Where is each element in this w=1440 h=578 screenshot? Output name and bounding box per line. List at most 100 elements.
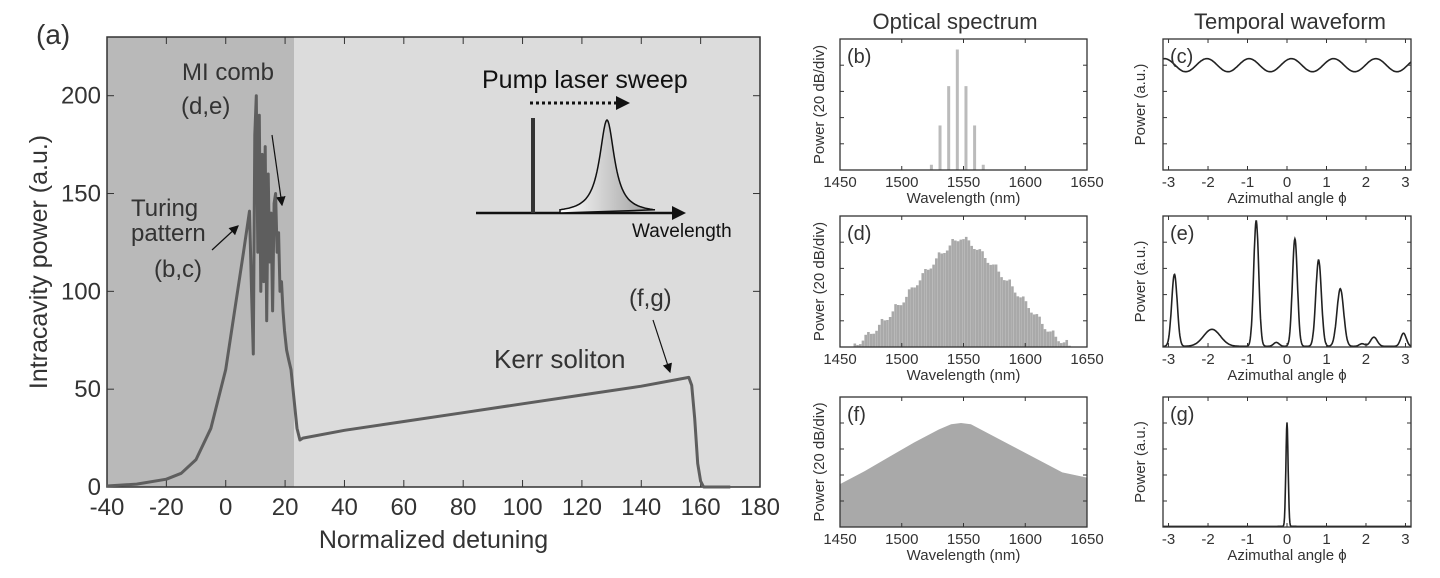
y-tick-label: 200 [61,83,101,110]
soliton-arrow [652,319,672,374]
right-panels: 1450 1500 1550 1600 1650 Wavelength (nm) Power… [811,38,1412,564]
panel-g: -3 -2 -1 0 1 2 3 Azimuthal angle ϕ Power (a.u.) (… [1132,396,1412,564]
mi-comb-arrow [271,134,286,207]
x-tick-label: 0 [219,494,232,521]
plot-background [840,39,1087,170]
x-tick-label: 0 [1283,531,1291,548]
x-tick-label: 180 [740,494,780,521]
annotation-mi-comb: MI comb [182,59,274,86]
cavity-resonance-peak [559,118,656,214]
x-tick-label: 1450 [823,351,856,368]
x-tick-label: -2 [1201,174,1214,191]
y-axis-label: Power (a.u.) [1132,241,1149,323]
panel-label: (a) [36,19,70,50]
x-tick-label: 3 [1401,351,1409,368]
temporal-waveform [1162,57,1412,73]
x-tick-label: 2 [1362,531,1370,548]
panel-b: 1450 1500 1550 1600 1650 Wavelength (nm) Power… [811,38,1104,207]
y-tick-label: 100 [61,278,101,305]
x-tick-label: 2 [1362,174,1370,191]
x-tick-label: 3 [1401,531,1409,548]
panel-f: 1450 1500 1550 1600 1650 Wavelength (nm) Power… [811,396,1104,564]
x-tick-label: 100 [503,494,543,521]
x-tick-label: -1 [1241,174,1254,191]
x-axis-label: Normalized detuning [319,526,548,554]
x-tick-label: -20 [149,494,184,521]
x-tick-label: 1 [1322,351,1330,368]
y-axis-label: Power (20 dB/div) [811,402,828,521]
y-tick-label: 0 [88,474,101,501]
annotation-turing: Turing [131,195,198,222]
x-tick-label: 1450 [823,174,856,191]
x-tick-label: -3 [1162,174,1175,191]
annotation-soliton-ref: (f,g) [629,285,672,312]
inset-wavelength-label: Wavelength [632,221,732,242]
x-axis-label: Wavelength (nm) [907,190,1021,207]
x-tick-label: 120 [562,494,602,521]
x-tick-label: -40 [90,494,125,521]
x-tick-label: 1500 [885,351,918,368]
x-tick-label: -1 [1241,351,1254,368]
x-tick-label: 1500 [885,531,918,548]
x-tick-label: 1 [1322,174,1330,191]
panel-label: (c) [1170,46,1193,68]
x-tick-label: 1550 [947,351,980,368]
x-tick-label: -2 [1201,351,1214,368]
panel-label: (g) [1170,404,1194,426]
x-tick-label: 1600 [1009,351,1042,368]
x-tick-label: 1500 [885,174,918,191]
y-tick-label: 150 [61,181,101,208]
panel-e: -3 -2 -1 0 1 2 3 Azimuthal angle ϕ Power (a.u.) (… [1132,215,1412,384]
panel-a: -40 -20 0 20 40 60 80 100 120 140 160 180 0 50 100 150 2… [25,19,780,554]
panel-label: (d) [847,223,871,245]
turing-arrow [211,225,239,251]
x-tick-label: 20 [272,494,299,521]
x-axis-label: Azimuthal angle ϕ [1227,547,1346,564]
y-axis-label: Power (20 dB/div) [811,222,828,341]
x-tick-label: 1650 [1070,351,1103,368]
x-tick-label: -3 [1162,531,1175,548]
plot-background [1163,397,1411,527]
column-title-spectrum: Optical spectrum [872,9,1037,34]
x-tick-label: -3 [1162,351,1175,368]
panel-label: (f) [847,404,866,426]
annotation-pattern: pattern [131,220,206,247]
annotation-turing-ref: (b,c) [154,256,202,283]
x-tick-label: 0 [1283,174,1291,191]
x-axis-label: Wavelength (nm) [907,367,1021,384]
x-tick-label: 1650 [1070,174,1103,191]
column-title-temporal: Temporal waveform [1194,9,1386,34]
y-axis-label: Power (20 dB/div) [811,45,828,164]
x-tick-label: 40 [331,494,358,521]
x-tick-label: 1 [1322,531,1330,548]
panel-label: (b) [847,46,871,68]
x-tick-label: 1550 [947,174,980,191]
y-axis-label: Power (a.u.) [1132,64,1149,146]
y-tick-label: 50 [74,376,101,403]
plot-frame [106,36,761,488]
x-tick-label: 1450 [823,531,856,548]
x-tick-label: -1 [1241,531,1254,548]
x-tick-label: 2 [1362,351,1370,368]
annotation-kerr-soliton: Kerr soliton [494,344,626,374]
x-tick-label: 160 [681,494,721,521]
x-tick-label: 1650 [1070,531,1103,548]
sweep-arrow-head-icon [616,96,630,110]
x-axis-label: Wavelength (nm) [907,547,1021,564]
x-tick-label: 1600 [1009,531,1042,548]
x-tick-label: 60 [390,494,417,521]
x-tick-label: -2 [1201,531,1214,548]
x-tick-label: 80 [450,494,477,521]
y-axis-label: Intracavity power (a.u.) [25,135,53,389]
annotation-mi-comb-ref: (d,e) [181,93,230,120]
x-tick-label: 0 [1283,351,1291,368]
inset-axis-arrow-icon [672,206,686,220]
plot-background [1163,216,1411,347]
panel-label: (e) [1170,223,1194,245]
y-axis-label: Power (a.u.) [1132,421,1149,503]
x-tick-label: 1550 [947,531,980,548]
x-axis-label: Azimuthal angle ϕ [1227,190,1346,207]
intracavity-power-curve [106,94,731,489]
panel-c: -3 -2 -1 0 1 2 3 Azimuthal angle ϕ Power (a.u.) (… [1132,38,1412,207]
